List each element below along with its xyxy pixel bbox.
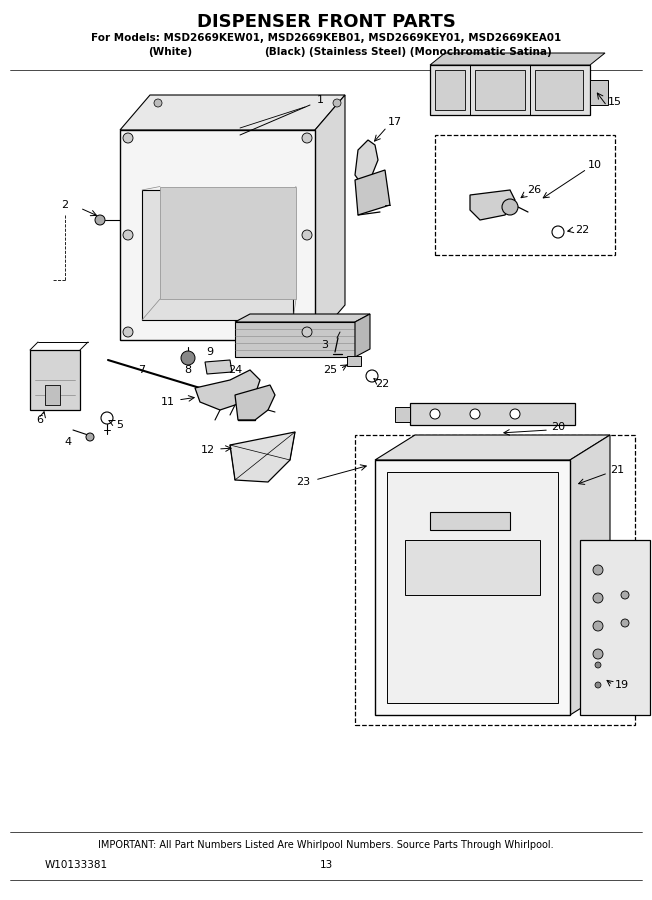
- Circle shape: [595, 682, 601, 688]
- Text: 23: 23: [296, 477, 310, 487]
- Text: (Stainless Steel) (Monochromatic Satina): (Stainless Steel) (Monochromatic Satina): [308, 47, 552, 57]
- Circle shape: [430, 409, 440, 419]
- Text: DISPENSER FRONT PARTS: DISPENSER FRONT PARTS: [196, 13, 456, 31]
- Bar: [430, 65, 590, 115]
- Circle shape: [101, 412, 113, 424]
- Text: 12: 12: [201, 445, 215, 455]
- Bar: [375, 460, 570, 715]
- Circle shape: [302, 133, 312, 143]
- Polygon shape: [355, 140, 378, 182]
- Bar: [160, 186, 296, 299]
- Bar: [235, 322, 355, 357]
- Bar: [45, 385, 60, 405]
- Bar: [435, 70, 465, 110]
- Text: (Black): (Black): [264, 47, 306, 57]
- Bar: [387, 472, 558, 703]
- Text: 10: 10: [588, 160, 602, 170]
- Polygon shape: [235, 385, 275, 420]
- Circle shape: [123, 133, 133, 143]
- Polygon shape: [355, 314, 370, 357]
- Circle shape: [621, 591, 629, 599]
- Text: 7: 7: [138, 365, 145, 375]
- Polygon shape: [235, 314, 370, 322]
- Bar: [347, 356, 361, 366]
- Polygon shape: [120, 95, 345, 130]
- Circle shape: [333, 99, 341, 107]
- Circle shape: [470, 409, 480, 419]
- Circle shape: [502, 199, 518, 215]
- Text: 2: 2: [61, 200, 68, 210]
- Text: 20: 20: [551, 422, 565, 432]
- Circle shape: [593, 621, 603, 631]
- Text: 9: 9: [207, 347, 214, 357]
- Text: 22: 22: [375, 379, 389, 389]
- Text: 11: 11: [161, 397, 175, 407]
- Text: 21: 21: [610, 465, 624, 475]
- Circle shape: [552, 226, 564, 238]
- Text: IMPORTANT: All Part Numbers Listed Are Whirlpool Numbers. Source Parts Through W: IMPORTANT: All Part Numbers Listed Are W…: [98, 840, 554, 850]
- Polygon shape: [470, 190, 515, 220]
- Polygon shape: [230, 432, 295, 482]
- Bar: [475, 70, 525, 110]
- Text: For Models: MSD2669KEW01, MSD2669KEB01, MSD2669KEY01, MSD2669KEA01: For Models: MSD2669KEW01, MSD2669KEB01, …: [91, 33, 561, 43]
- Circle shape: [593, 593, 603, 603]
- Polygon shape: [375, 435, 610, 460]
- Text: 17: 17: [388, 117, 402, 127]
- Circle shape: [154, 99, 162, 107]
- Text: 22: 22: [575, 225, 589, 235]
- Text: 13: 13: [319, 860, 333, 870]
- Bar: [435, 135, 615, 255]
- Circle shape: [95, 215, 105, 225]
- Bar: [30, 350, 80, 410]
- Polygon shape: [315, 95, 345, 340]
- Polygon shape: [355, 170, 390, 215]
- Circle shape: [123, 327, 133, 337]
- Text: 25: 25: [323, 365, 337, 375]
- Text: 19: 19: [615, 680, 629, 690]
- Circle shape: [302, 327, 312, 337]
- Circle shape: [123, 230, 133, 240]
- Polygon shape: [430, 53, 605, 65]
- Circle shape: [86, 433, 94, 441]
- Text: (White): (White): [148, 47, 192, 57]
- Text: 3: 3: [321, 340, 329, 350]
- Circle shape: [593, 565, 603, 575]
- Bar: [405, 540, 540, 595]
- Bar: [395, 407, 410, 422]
- Polygon shape: [205, 360, 232, 374]
- Circle shape: [595, 662, 601, 668]
- Text: 6: 6: [37, 415, 44, 425]
- Circle shape: [181, 351, 195, 365]
- Circle shape: [510, 409, 520, 419]
- Text: 1: 1: [316, 95, 323, 105]
- Circle shape: [621, 619, 629, 627]
- Bar: [355, 435, 635, 725]
- Bar: [410, 403, 575, 425]
- Text: 8: 8: [185, 365, 192, 375]
- Bar: [590, 80, 608, 105]
- Text: 5: 5: [117, 420, 123, 430]
- Circle shape: [593, 649, 603, 659]
- Text: 26: 26: [527, 185, 541, 195]
- Text: W10133381: W10133381: [45, 860, 108, 870]
- Bar: [430, 512, 510, 530]
- Bar: [580, 540, 650, 715]
- Circle shape: [302, 230, 312, 240]
- Bar: [142, 190, 293, 320]
- Text: 24: 24: [228, 365, 242, 375]
- Bar: [535, 70, 583, 110]
- Polygon shape: [195, 370, 260, 410]
- Circle shape: [366, 370, 378, 382]
- Bar: [120, 130, 315, 340]
- Text: 4: 4: [65, 437, 72, 447]
- Polygon shape: [570, 435, 610, 715]
- Text: 15: 15: [608, 97, 622, 107]
